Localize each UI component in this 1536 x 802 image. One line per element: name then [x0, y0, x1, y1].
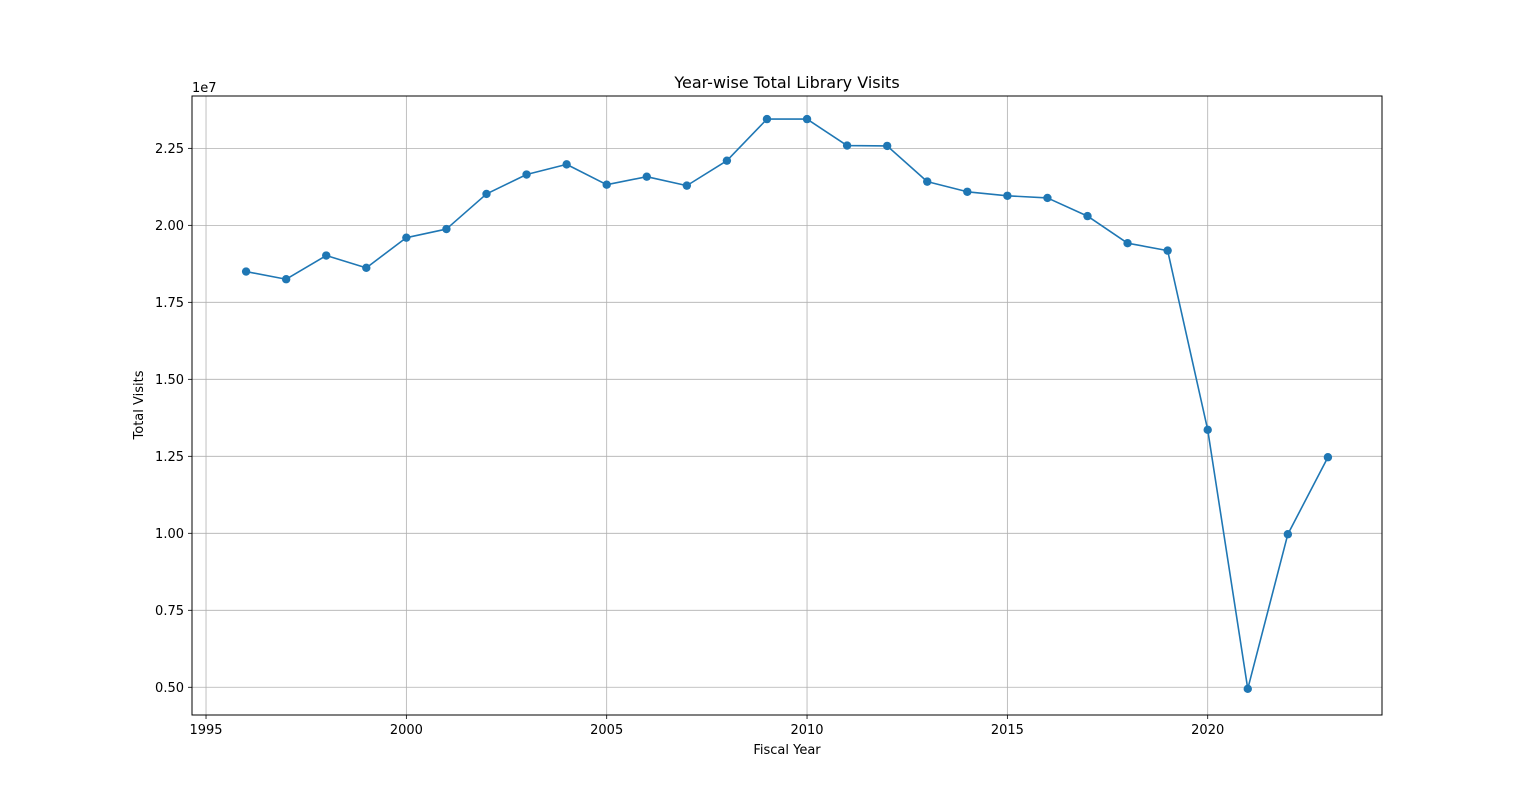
data-point: [802, 114, 812, 124]
y-tick-label: 1.25: [155, 450, 184, 465]
data-point: [562, 160, 571, 169]
data-point: [1003, 191, 1012, 200]
data-point: [882, 141, 892, 151]
y-axis-label: Total Visits: [132, 370, 147, 440]
data-point: [482, 189, 491, 199]
y-tick-label: 1.00: [155, 527, 184, 542]
y-tick-label: 0.50: [155, 681, 184, 696]
data-point: [1323, 453, 1333, 462]
x-tick-label: 2005: [590, 723, 623, 738]
data-point: [402, 233, 411, 242]
grid: [192, 96, 1382, 715]
chart-title: Year-wise Total Library Visits: [673, 73, 899, 92]
x-tick-label: 2015: [991, 723, 1024, 738]
y-tick-label: 2.25: [155, 142, 184, 157]
data-point: [522, 170, 531, 179]
data-point: [362, 263, 371, 273]
plot-frame: [191, 95, 1383, 716]
series-layer: [241, 114, 1333, 694]
data-point: [682, 181, 692, 190]
data-point: [642, 172, 651, 181]
data-point: [241, 267, 251, 276]
data-point: [722, 156, 732, 165]
data-point: [1043, 193, 1052, 203]
y-tick-label: 1.75: [155, 296, 184, 311]
data-point: [1083, 211, 1092, 221]
data-point: [1203, 425, 1212, 435]
data-point: [322, 251, 331, 260]
x-tick-label: 1995: [189, 723, 222, 738]
data-point: [1283, 530, 1293, 539]
data-point: [442, 224, 451, 234]
y-tick-label: 0.75: [155, 604, 184, 619]
axis-ticks: 1995 2000 2005 2010 2015 2020 0.50 0.75 1.00 1.25…: [155, 142, 1224, 738]
y-tick-label: 1.50: [155, 373, 184, 388]
data-point: [923, 177, 932, 186]
data-point: [281, 275, 291, 284]
x-tick-label: 2000: [390, 723, 423, 738]
y-tick-label: 2.00: [155, 219, 184, 234]
data-point: [842, 141, 852, 150]
data-point: [762, 114, 772, 124]
data-point: [1243, 684, 1252, 694]
y-axis-offset-label: 1e7: [192, 81, 217, 96]
data-point: [963, 187, 972, 196]
series-line: [245, 118, 1329, 690]
data-point: [602, 180, 611, 189]
data-point: [1163, 246, 1172, 255]
x-axis-label: Fiscal Year: [753, 743, 821, 758]
plot-area: [192, 96, 1382, 715]
x-tick-label: 2020: [1191, 723, 1224, 738]
data-point: [1123, 239, 1132, 248]
x-tick-label: 2010: [790, 723, 823, 738]
